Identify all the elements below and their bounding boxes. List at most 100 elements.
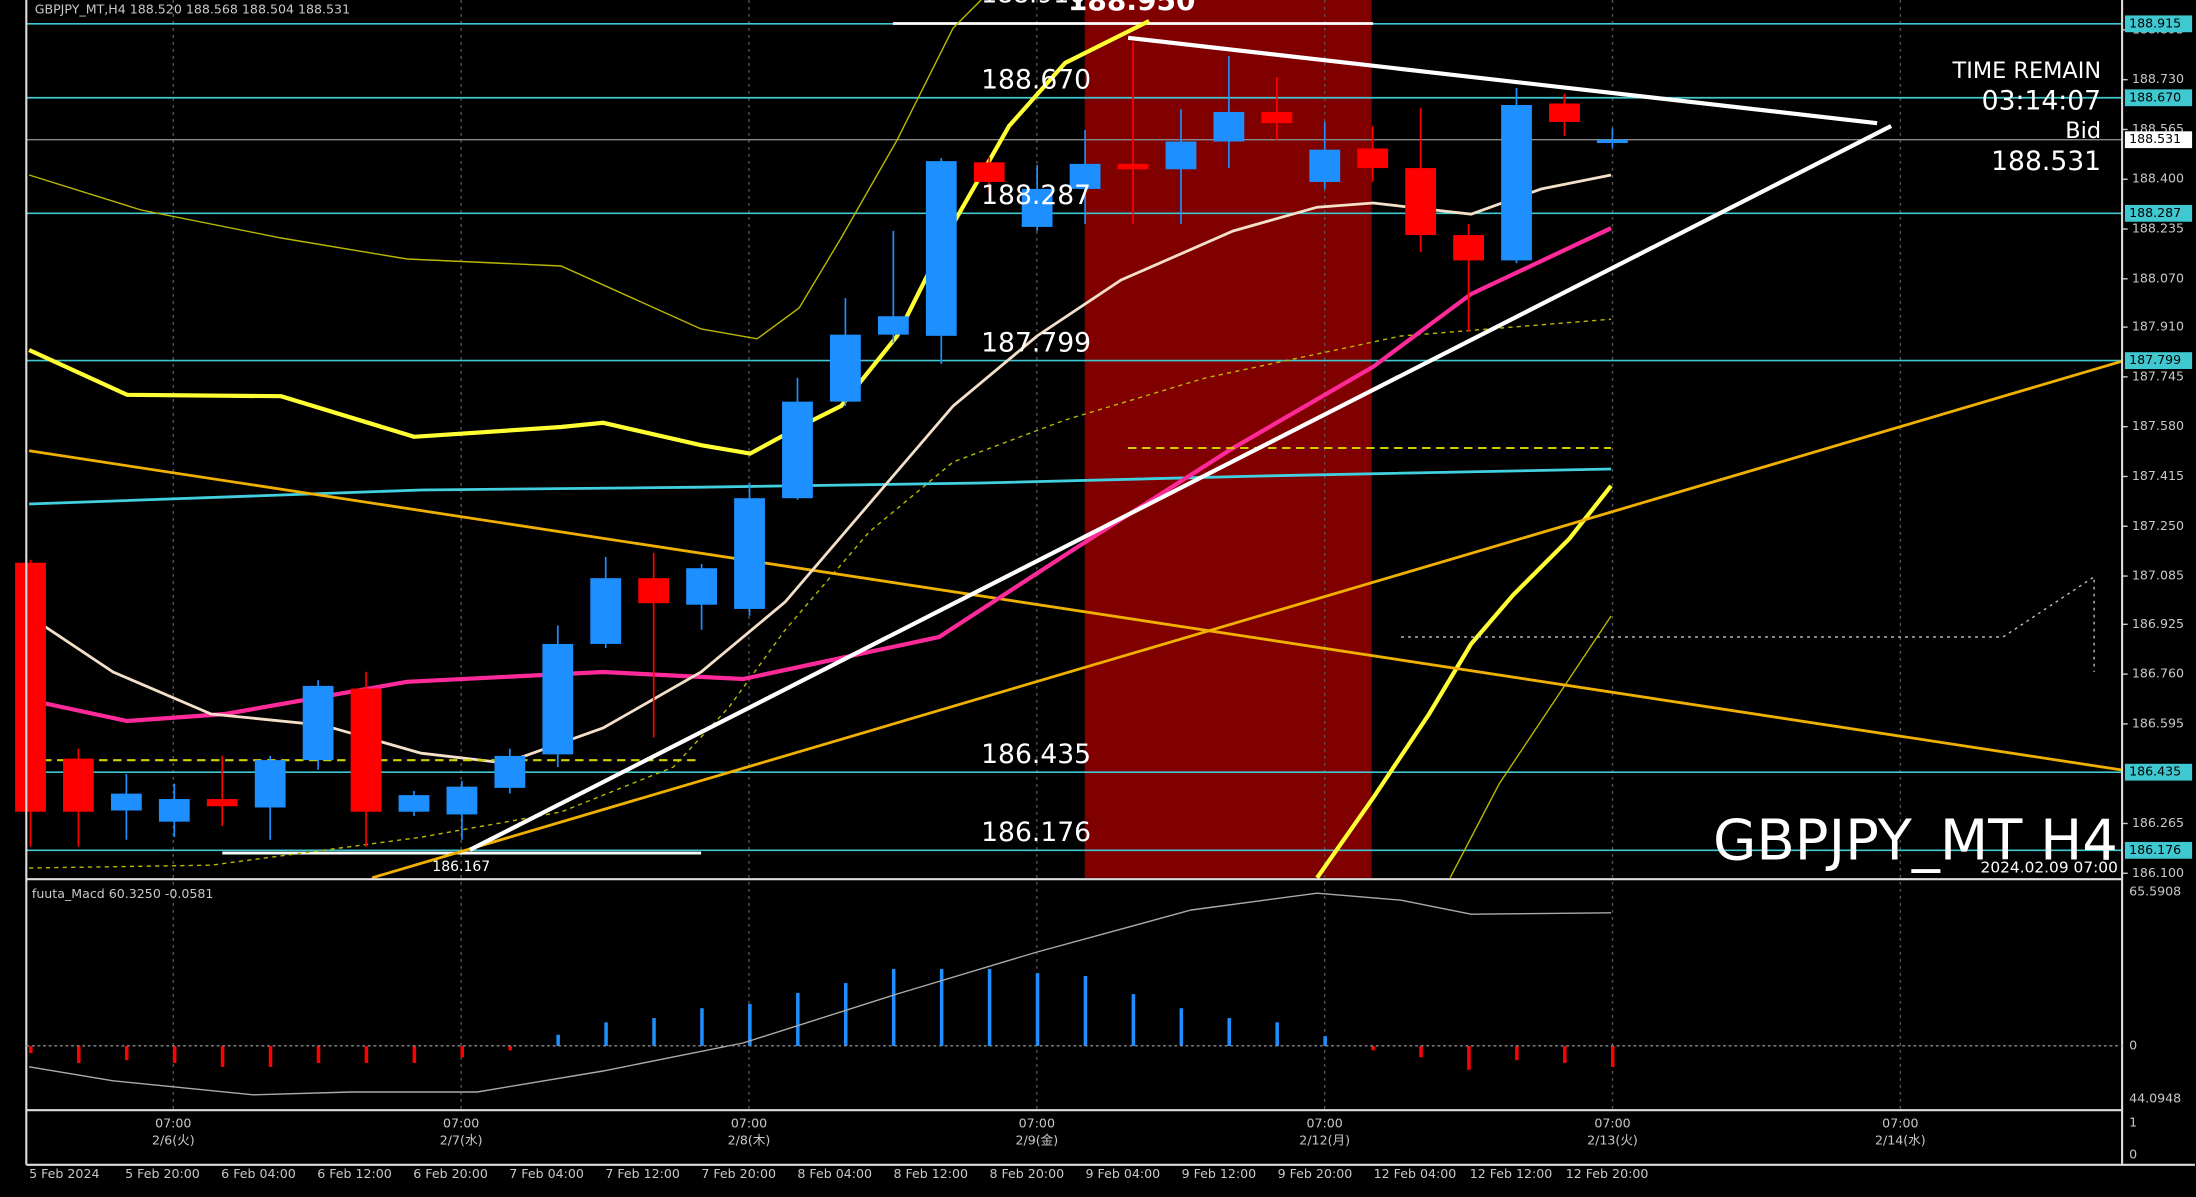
- macd-bar: [556, 1034, 560, 1047]
- macd-signal: [28, 892, 1612, 1096]
- candle-body: [158, 799, 190, 822]
- ma-mid: [28, 226, 1612, 724]
- bid-value: 188.531: [1991, 146, 2101, 177]
- macd-axis-label: 0: [2129, 1037, 2137, 1052]
- macd-bar: [1371, 1046, 1375, 1051]
- annotation-label: 188.916: [981, 0, 1085, 9]
- trendline-orange-down: [28, 449, 2123, 772]
- macd-bar: [29, 1046, 33, 1054]
- y-tick-label: 186.595: [2132, 715, 2184, 730]
- macd-title: fuuta_Macd 60.3250 -0.0581: [32, 886, 214, 901]
- macd-bar: [748, 1003, 752, 1047]
- day-date: 2/9(金): [1015, 1133, 1058, 1148]
- price-level-label: 186.435: [981, 739, 1091, 770]
- time-label: 8 Feb 20:00: [990, 1166, 1065, 1181]
- macd-bar: [1563, 1046, 1567, 1063]
- price-level-label: 188.287: [981, 180, 1091, 211]
- macd-bar: [1515, 1046, 1519, 1061]
- day-time: 07:00: [443, 1116, 479, 1131]
- candle-body: [398, 795, 430, 812]
- day-time: 07:00: [1019, 1116, 1055, 1131]
- y-tick-label: 186.760: [2132, 666, 2184, 681]
- time-label: 9 Feb 12:00: [1182, 1166, 1257, 1181]
- price-level-tag: [2124, 204, 2193, 222]
- price-level-tag: [2124, 89, 2193, 107]
- macd-bar: [1083, 976, 1088, 1047]
- candle-body: [494, 755, 526, 788]
- price-level-tag-label: 188.915: [2129, 15, 2181, 30]
- band-lower-dotted: [29, 318, 1612, 869]
- trendline-white-up: [469, 124, 1893, 852]
- macd-bar: [987, 968, 992, 1047]
- time-label: 12 Feb 12:00: [1470, 1166, 1553, 1181]
- candle-body: [302, 685, 334, 761]
- candle-body: [542, 643, 574, 755]
- day-date: 2/14(水): [1875, 1133, 1926, 1148]
- candle-body: [686, 568, 718, 605]
- annotation-label: 186.167: [432, 859, 490, 875]
- candle-body: [1021, 188, 1053, 227]
- band-lower-thick: [1315, 484, 1613, 880]
- candle-body: [1357, 148, 1389, 169]
- y-tick-label: 187.745: [2132, 368, 2184, 383]
- time-label: 12 Feb 20:00: [1566, 1166, 1649, 1181]
- macd-bar: [364, 1046, 369, 1063]
- candle-body: [1453, 235, 1484, 261]
- macd-bar: [652, 1018, 656, 1047]
- price-level-label: 187.799: [981, 327, 1091, 358]
- candle-body: [1165, 141, 1197, 170]
- watermark: GBPJPY_MT H4: [1713, 808, 2118, 873]
- time-label: 7 Feb 12:00: [605, 1166, 680, 1181]
- macd-axis-label: 44.0948: [2129, 1091, 2181, 1106]
- time-remain-label: TIME REMAIN: [1952, 58, 2102, 84]
- time-label: 6 Feb 04:00: [221, 1166, 296, 1181]
- y-tick-label: 187.580: [2132, 418, 2184, 433]
- sub-axis-label: 1: [2129, 1114, 2137, 1129]
- price-level-label: 188.670: [981, 64, 1091, 95]
- time-remain: 03:14:07: [1982, 86, 2101, 117]
- day-date: 2/13(火): [1587, 1133, 1638, 1148]
- macd-axis-label: 65.5908: [2129, 883, 2181, 898]
- candle-body: [830, 334, 861, 402]
- macd-bar: [1323, 1036, 1327, 1047]
- macd-bar: [1179, 1008, 1184, 1047]
- candle-body: [254, 760, 286, 808]
- candle-body: [1549, 103, 1580, 122]
- timestamp: 2024.02.09 07:00: [1981, 859, 2118, 877]
- macd-bar: [220, 1046, 225, 1067]
- candles: [15, 41, 1628, 1070]
- price-level-tag: [2124, 763, 2193, 781]
- y-tick-label: 186.925: [2132, 616, 2184, 631]
- annotation-label: 188.950: [1068, 0, 1196, 17]
- time-label: 12 Feb 04:00: [1374, 1166, 1457, 1181]
- macd-bar: [1035, 973, 1040, 1047]
- y-tick-label: 188.730: [2132, 71, 2184, 86]
- labels: 188.895188.730188.565188.400188.235188.0…: [29, 0, 2193, 1181]
- time-label: 7 Feb 20:00: [701, 1166, 776, 1181]
- price-level-tag-label: 188.670: [2129, 89, 2181, 104]
- time-label: 8 Feb 12:00: [893, 1166, 968, 1181]
- price-level-tag-label: 187.799: [2129, 352, 2181, 367]
- time-label: 5 Feb 20:00: [125, 1166, 200, 1181]
- candle-body: [877, 316, 909, 335]
- candle-body: [1069, 163, 1101, 189]
- y-tick-label: 188.235: [2132, 221, 2184, 236]
- macd-bar: [124, 1046, 129, 1061]
- time-label: 9 Feb 20:00: [1278, 1166, 1353, 1181]
- band-upper-thin: [28, 0, 982, 340]
- candle-body: [15, 562, 46, 812]
- macd-bar: [604, 1022, 608, 1047]
- day-time: 07:00: [731, 1116, 767, 1131]
- macd-bar: [1419, 1046, 1423, 1058]
- candle-body: [63, 758, 94, 812]
- macd-bar: [939, 968, 944, 1047]
- levels: [26, 22, 2123, 855]
- day-time: 07:00: [1594, 1116, 1630, 1131]
- band-lower-thin: [1449, 615, 1612, 879]
- time-label: 6 Feb 12:00: [317, 1166, 392, 1181]
- price-level-tag: [2124, 841, 2193, 859]
- time-label: 5 Feb 2024: [29, 1166, 99, 1181]
- macd-bar: [1131, 994, 1136, 1047]
- day-date: 2/7(水): [440, 1133, 483, 1148]
